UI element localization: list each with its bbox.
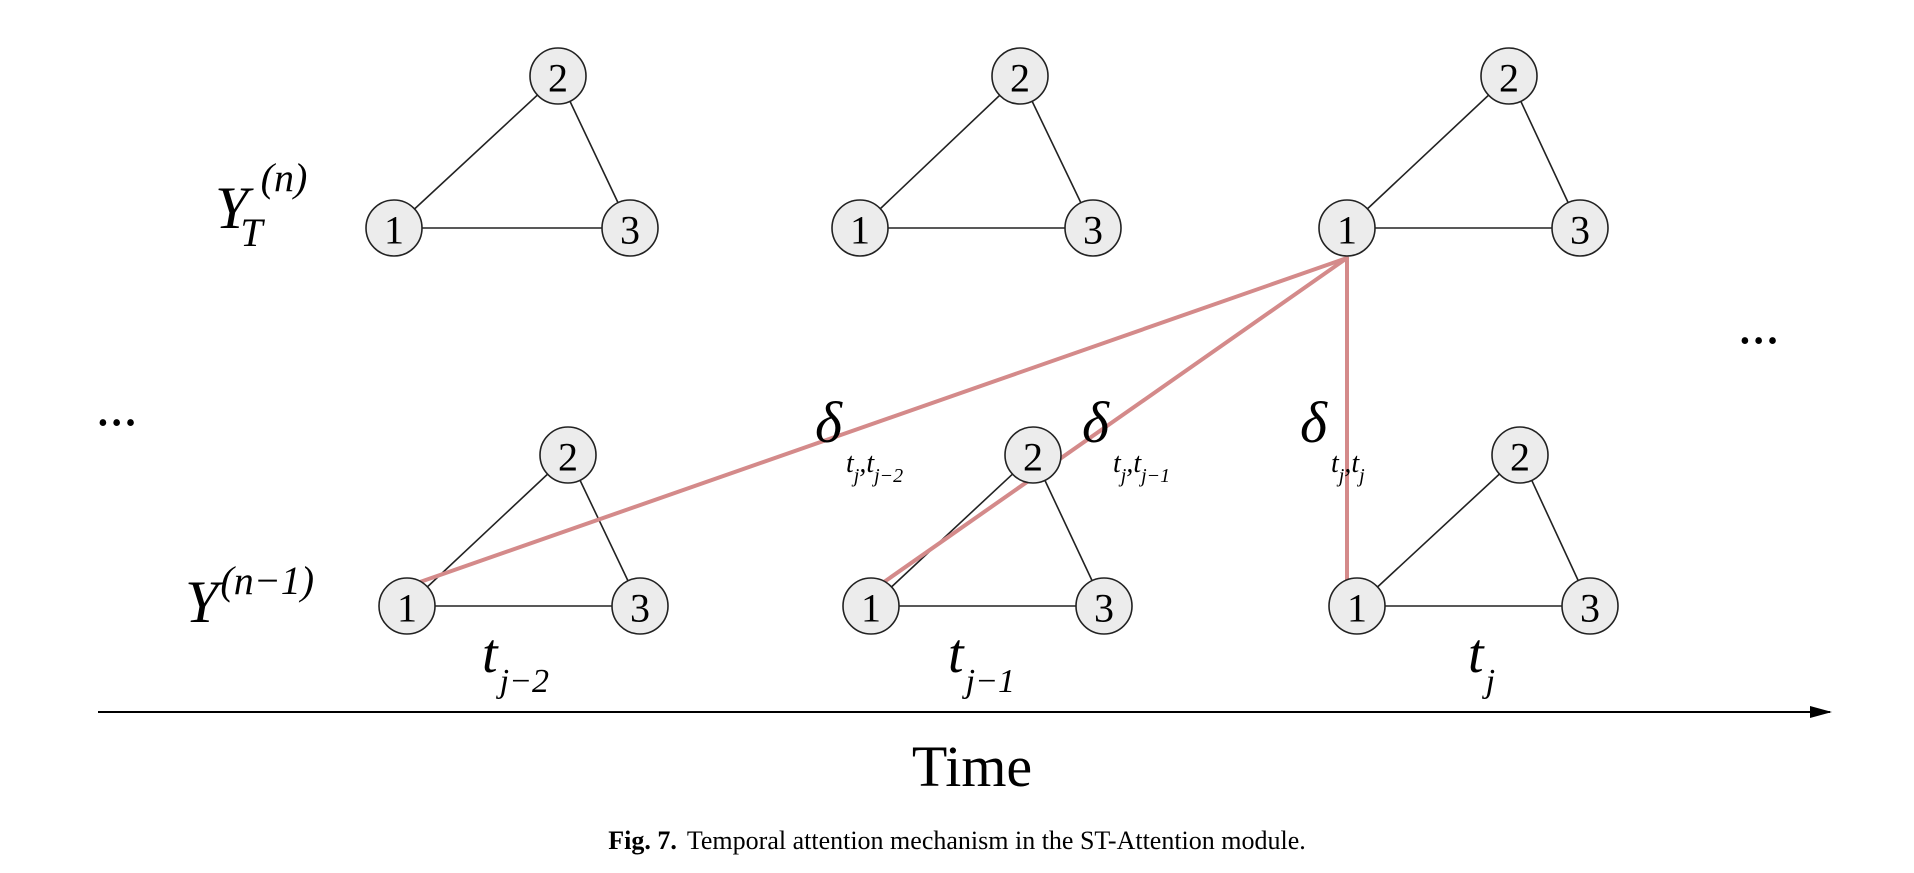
attention-lines (418, 256, 1349, 584)
svg-text:3: 3 (1570, 208, 1590, 253)
svg-text:3: 3 (1094, 586, 1114, 631)
svg-text:3: 3 (1580, 586, 1600, 631)
attention-label-tj-1: δtj,tj−1 (1082, 390, 1170, 487)
svg-text:2: 2 (1510, 435, 1530, 480)
svg-text:3: 3 (630, 586, 650, 631)
time-step-label-tj-2: tj−2 (482, 623, 549, 700)
attention-label-tj: δtj,tj (1300, 390, 1365, 487)
svg-text:1: 1 (850, 208, 870, 253)
attention-label-tj-2: δtj,tj−2 (815, 390, 903, 487)
svg-text:3: 3 (1083, 208, 1103, 253)
svg-text:2: 2 (558, 435, 578, 480)
svg-text:2: 2 (1010, 56, 1030, 101)
bottom-row-label: Y(n−1) (185, 558, 314, 635)
time-step-label-tj: tj (1468, 623, 1495, 700)
time-step-label-tj-1: tj−1 (948, 623, 1015, 700)
top-graph-tj: 1 2 3 (1318, 47, 1609, 257)
time-axis-label: Time (912, 734, 1032, 799)
top-graph-tj-2: 1 2 3 (365, 47, 659, 257)
figure-caption: Fig. 7. Temporal attention mechanism in t… (0, 826, 1914, 856)
temporal-attention-diagram: YT(n) Y(n−1) ••• ••• (98, 47, 1832, 799)
caption-number: Fig. 7. (608, 826, 677, 855)
attention-line-tj-2 (418, 256, 1349, 584)
bottom-graph-tj: 1 2 3 (1328, 426, 1619, 635)
svg-text:1: 1 (397, 586, 417, 631)
svg-text:2: 2 (548, 56, 568, 101)
svg-text:1: 1 (861, 586, 881, 631)
left-ellipsis: ••• (98, 408, 139, 439)
svg-text:2: 2 (1023, 435, 1043, 480)
bottom-graph-tj-1: 1 2 3 (842, 426, 1133, 635)
svg-text:3: 3 (620, 208, 640, 253)
svg-text:1: 1 (1347, 586, 1367, 631)
right-ellipsis: ••• (1740, 326, 1781, 357)
svg-text:2: 2 (1499, 56, 1519, 101)
top-row-label: YT(n) (215, 155, 307, 255)
bottom-graph-tj-2: 1 2 3 (378, 426, 669, 635)
svg-text:1: 1 (384, 208, 404, 253)
attention-line-tj-1 (882, 256, 1349, 584)
caption-text: Temporal attention mechanism in the ST-A… (686, 826, 1306, 855)
top-graph-tj-1: 1 2 3 (831, 47, 1122, 257)
svg-text:1: 1 (1337, 208, 1357, 253)
